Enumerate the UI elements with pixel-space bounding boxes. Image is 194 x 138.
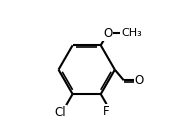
Text: O: O (135, 74, 144, 87)
Text: O: O (103, 27, 112, 40)
Text: F: F (103, 105, 110, 119)
Text: CH₃: CH₃ (121, 28, 142, 38)
Text: Cl: Cl (54, 106, 66, 119)
